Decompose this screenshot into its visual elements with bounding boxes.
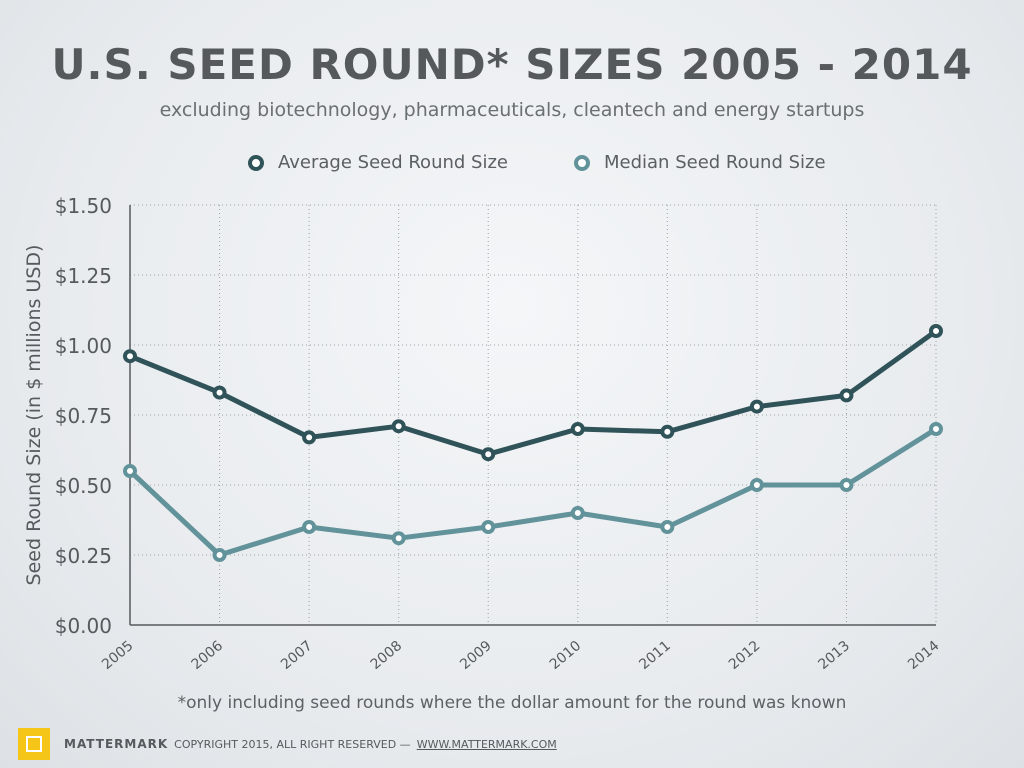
- data-point-1: [929, 422, 943, 436]
- x-tick-label: 2005: [99, 638, 137, 673]
- x-tick-label: 2012: [726, 638, 764, 673]
- x-tick-label: 2007: [278, 638, 316, 673]
- data-point-1: [212, 548, 227, 562]
- data-point-0: [929, 324, 943, 338]
- line-chart: $0.00 $0.25 $0.50 $0.75 $1.00 $1.25 $1.50 2005 2…: [23, 194, 943, 673]
- chart-subtitle: excluding biotechnology, pharmaceuticals…: [159, 99, 865, 121]
- y-axis-label: Seed Round Size (in $ millions USD): [23, 245, 45, 586]
- series-line-1: [128, 426, 938, 558]
- legend: Average Seed Round Size Median Seed Roun…: [0, 152, 1024, 182]
- y-tick-label: $0.75: [55, 404, 112, 428]
- series-line-0: [129, 328, 938, 457]
- mattermark-logo-icon: [18, 728, 50, 760]
- data-point-0: [839, 388, 854, 403]
- y-tick-label: $1.00: [55, 334, 112, 358]
- x-tick-label: 2009: [457, 638, 495, 673]
- footnote: *only including seed rounds where the do…: [177, 693, 847, 713]
- x-tick-label: 2013: [815, 638, 853, 673]
- x-tick-label: 2011: [636, 638, 674, 673]
- y-tick-label: $0.00: [55, 614, 112, 638]
- data-point-1: [839, 478, 854, 492]
- data-point-0: [391, 419, 406, 434]
- data-point-1: [570, 506, 585, 520]
- y-tick-label: $1.50: [55, 194, 112, 218]
- data-point-0: [481, 447, 496, 462]
- data-point-1: [481, 520, 496, 534]
- data-point-0: [749, 399, 764, 414]
- footer-copyright: COPYRIGHT 2015, ALL RIGHT RESERVED —: [174, 737, 411, 751]
- data-point-0: [660, 424, 675, 439]
- legend-item-average: Average Seed Round Size: [246, 152, 508, 173]
- chart-title: U.S. SEED ROUND* SIZES 2005 - 2014: [51, 40, 973, 89]
- data-point-0: [123, 349, 137, 364]
- data-point-1: [123, 464, 137, 478]
- y-tick-label: $0.50: [55, 474, 112, 498]
- legend-label-median: Median Seed Round Size: [604, 152, 826, 173]
- footer-url-link[interactable]: WWW.MATTERMARK.COM: [416, 737, 557, 751]
- x-tick-label: 2010: [547, 638, 585, 673]
- data-point-1: [391, 531, 406, 546]
- legend-marker-average-icon: [248, 154, 264, 171]
- x-tick-label: 2014: [905, 638, 943, 673]
- data-point-0: [570, 422, 585, 436]
- footer-brand: MATTERMARK: [64, 737, 169, 751]
- y-tick-label: $1.25: [55, 264, 112, 288]
- data-point-1: [749, 478, 764, 492]
- y-tick-label: $0.25: [55, 544, 112, 568]
- x-tick-label: 2006: [189, 638, 227, 673]
- legend-marker-median-icon: [574, 154, 590, 171]
- legend-item-median: Median Seed Round Size: [572, 152, 826, 173]
- data-point-1: [660, 520, 675, 534]
- footer: MATTERMARK COPYRIGHT 2015, ALL RIGHT RES…: [18, 727, 557, 761]
- x-tick-label: 2008: [368, 638, 406, 673]
- data-point-0: [302, 430, 317, 445]
- data-point-1: [302, 520, 317, 534]
- legend-label-average: Average Seed Round Size: [278, 152, 508, 173]
- data-point-0: [212, 385, 227, 400]
